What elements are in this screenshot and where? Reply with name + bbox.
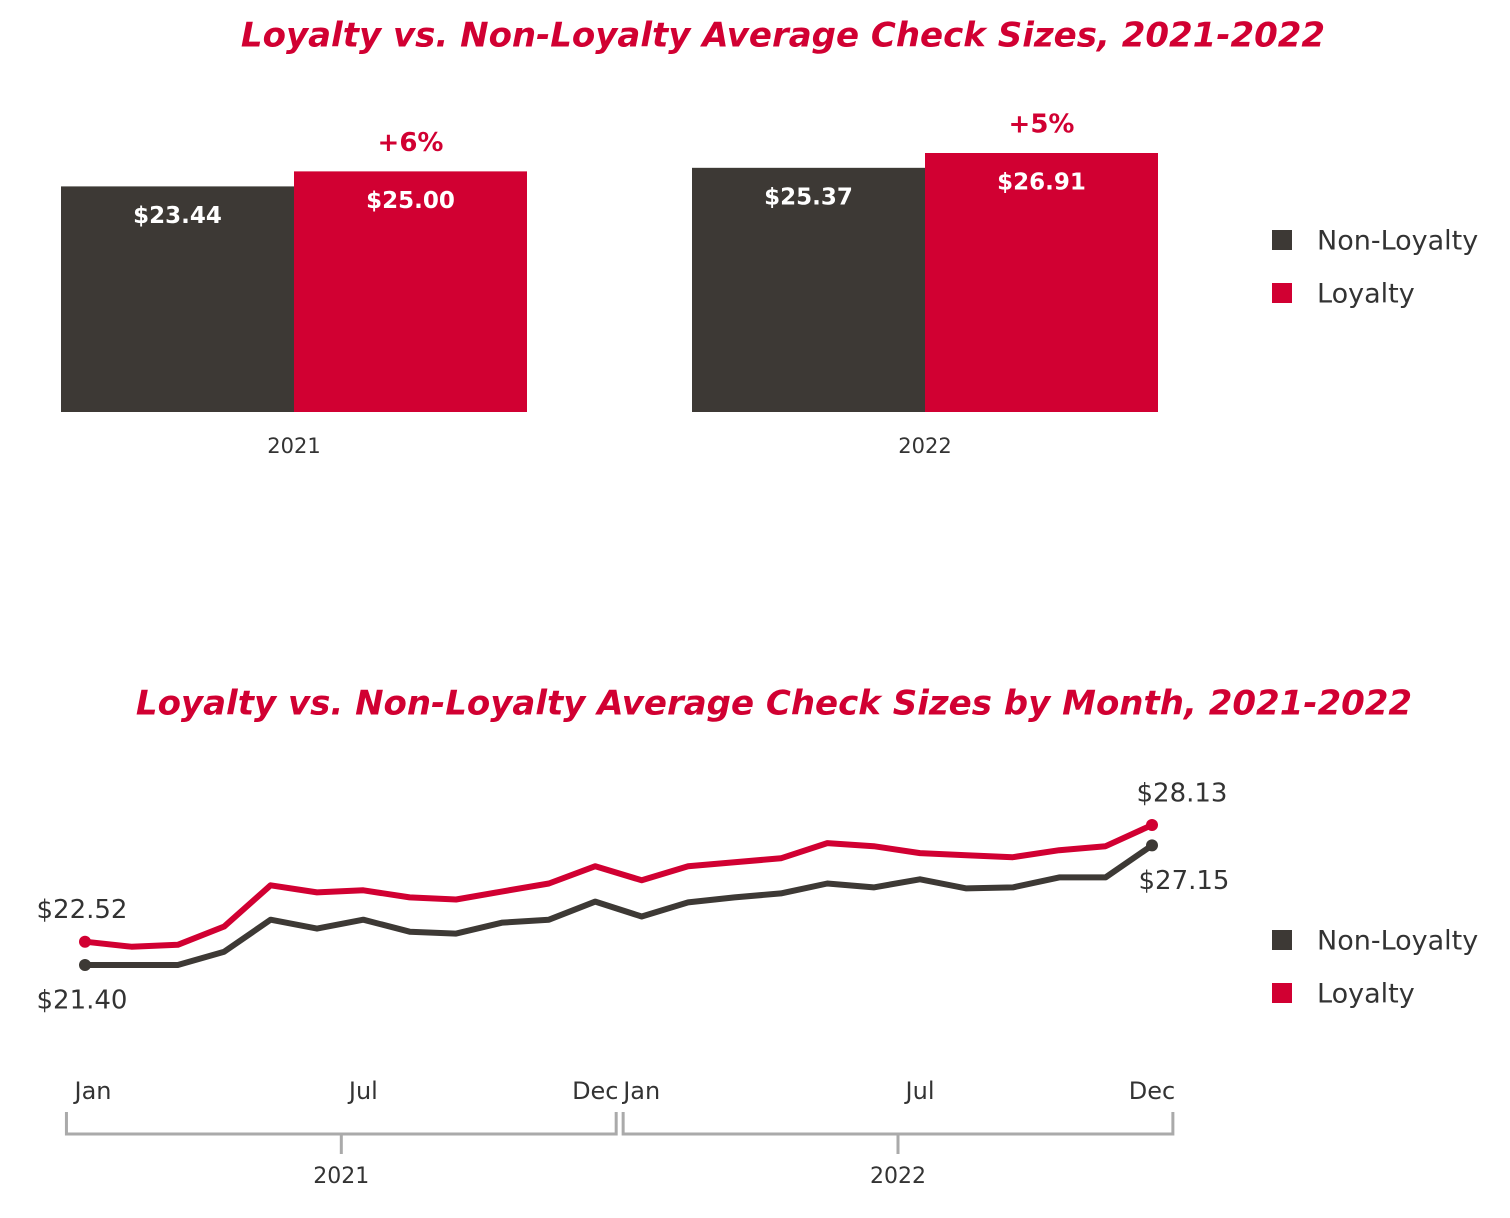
value-label: $25.00 <box>366 188 455 214</box>
bar <box>294 171 527 412</box>
x-tick-label: Dec <box>1129 1077 1175 1105</box>
legend-label: Non-Loyalty <box>1317 926 1478 957</box>
legend-label: Non-Loyalty <box>1317 226 1478 257</box>
line <box>84 822 1154 950</box>
x-tick-label: 2021 <box>267 434 320 458</box>
group-bracket <box>64 1112 618 1154</box>
value-label: $25.37 <box>764 184 853 210</box>
point <box>79 959 91 971</box>
value-label: $26.91 <box>997 170 1086 196</box>
legend-label: Loyalty <box>1317 279 1415 310</box>
legend-label: Loyalty <box>1317 979 1415 1010</box>
x-tick-label: Dec <box>572 1077 618 1105</box>
bar <box>925 153 1158 412</box>
point <box>79 935 91 948</box>
legend-swatch <box>1272 983 1292 1003</box>
chart-title: Loyalty vs. Non-Loyalty Average Check Si… <box>136 684 1412 724</box>
annotation: +5% <box>1009 110 1075 140</box>
x-tick-label: 2022 <box>898 434 951 458</box>
group-bracket <box>621 1112 1175 1154</box>
annotation: +6% <box>378 128 444 158</box>
group-label: 2021 <box>313 1164 369 1189</box>
value-label: $22.52 <box>37 895 128 925</box>
point <box>1146 819 1158 831</box>
value-label: $28.13 <box>1137 779 1228 809</box>
x-tick-label: Jul <box>904 1077 935 1105</box>
value-label: $21.40 <box>37 986 128 1016</box>
legend-swatch <box>1272 230 1292 250</box>
point <box>1146 839 1158 852</box>
x-tick-label: Jul <box>347 1077 378 1105</box>
bar <box>692 167 925 412</box>
chart-title: Loyalty vs. Non-Loyalty Average Check Si… <box>241 16 1325 56</box>
bar <box>61 186 294 412</box>
value-label: $23.44 <box>133 203 222 229</box>
x-tick-label: Jan <box>621 1077 660 1105</box>
legend-swatch <box>1272 283 1292 303</box>
group-label: 2022 <box>870 1164 926 1189</box>
value-label: $27.15 <box>1139 866 1230 896</box>
line <box>85 842 1154 968</box>
x-tick-label: Jan <box>73 1077 112 1105</box>
legend-swatch <box>1272 930 1292 950</box>
